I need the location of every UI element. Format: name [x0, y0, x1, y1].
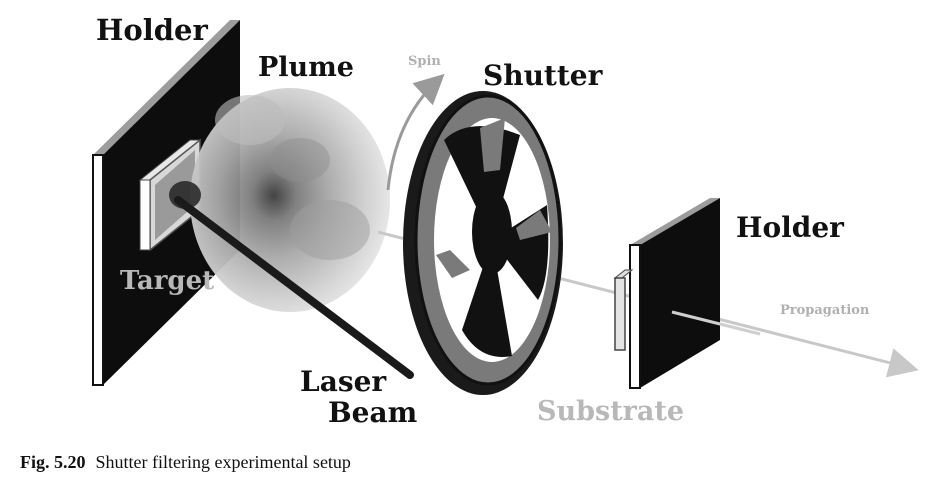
- spin-arrow: [386, 73, 445, 191]
- spin-label: Spin: [408, 54, 441, 69]
- shutter-wheel: [403, 91, 563, 395]
- substrate: [613, 269, 634, 351]
- substrate-label: Substrate: [537, 396, 685, 427]
- shutter-label: Shutter: [483, 59, 603, 92]
- right-holder: [629, 198, 720, 389]
- figure-caption: Fig. 5.20 Shutter filtering experimental …: [20, 452, 351, 473]
- caption-text: Shutter filtering experimental setup: [95, 452, 351, 472]
- propagation-label: Propagation: [780, 303, 870, 318]
- holder-left-label: Holder: [96, 13, 208, 47]
- plume: [169, 88, 390, 312]
- laser-beam: [174, 196, 414, 379]
- caption-number: Fig. 5.20: [20, 452, 86, 472]
- laser-label: Laser: [300, 365, 387, 398]
- holder-right-label: Holder: [736, 211, 844, 244]
- plume-label: Plume: [258, 52, 354, 83]
- propagation-ray: [671, 310, 761, 336]
- beam-label: Beam: [328, 396, 418, 429]
- target-label: Target: [120, 266, 215, 296]
- diagram-graphics: [92, 20, 919, 395]
